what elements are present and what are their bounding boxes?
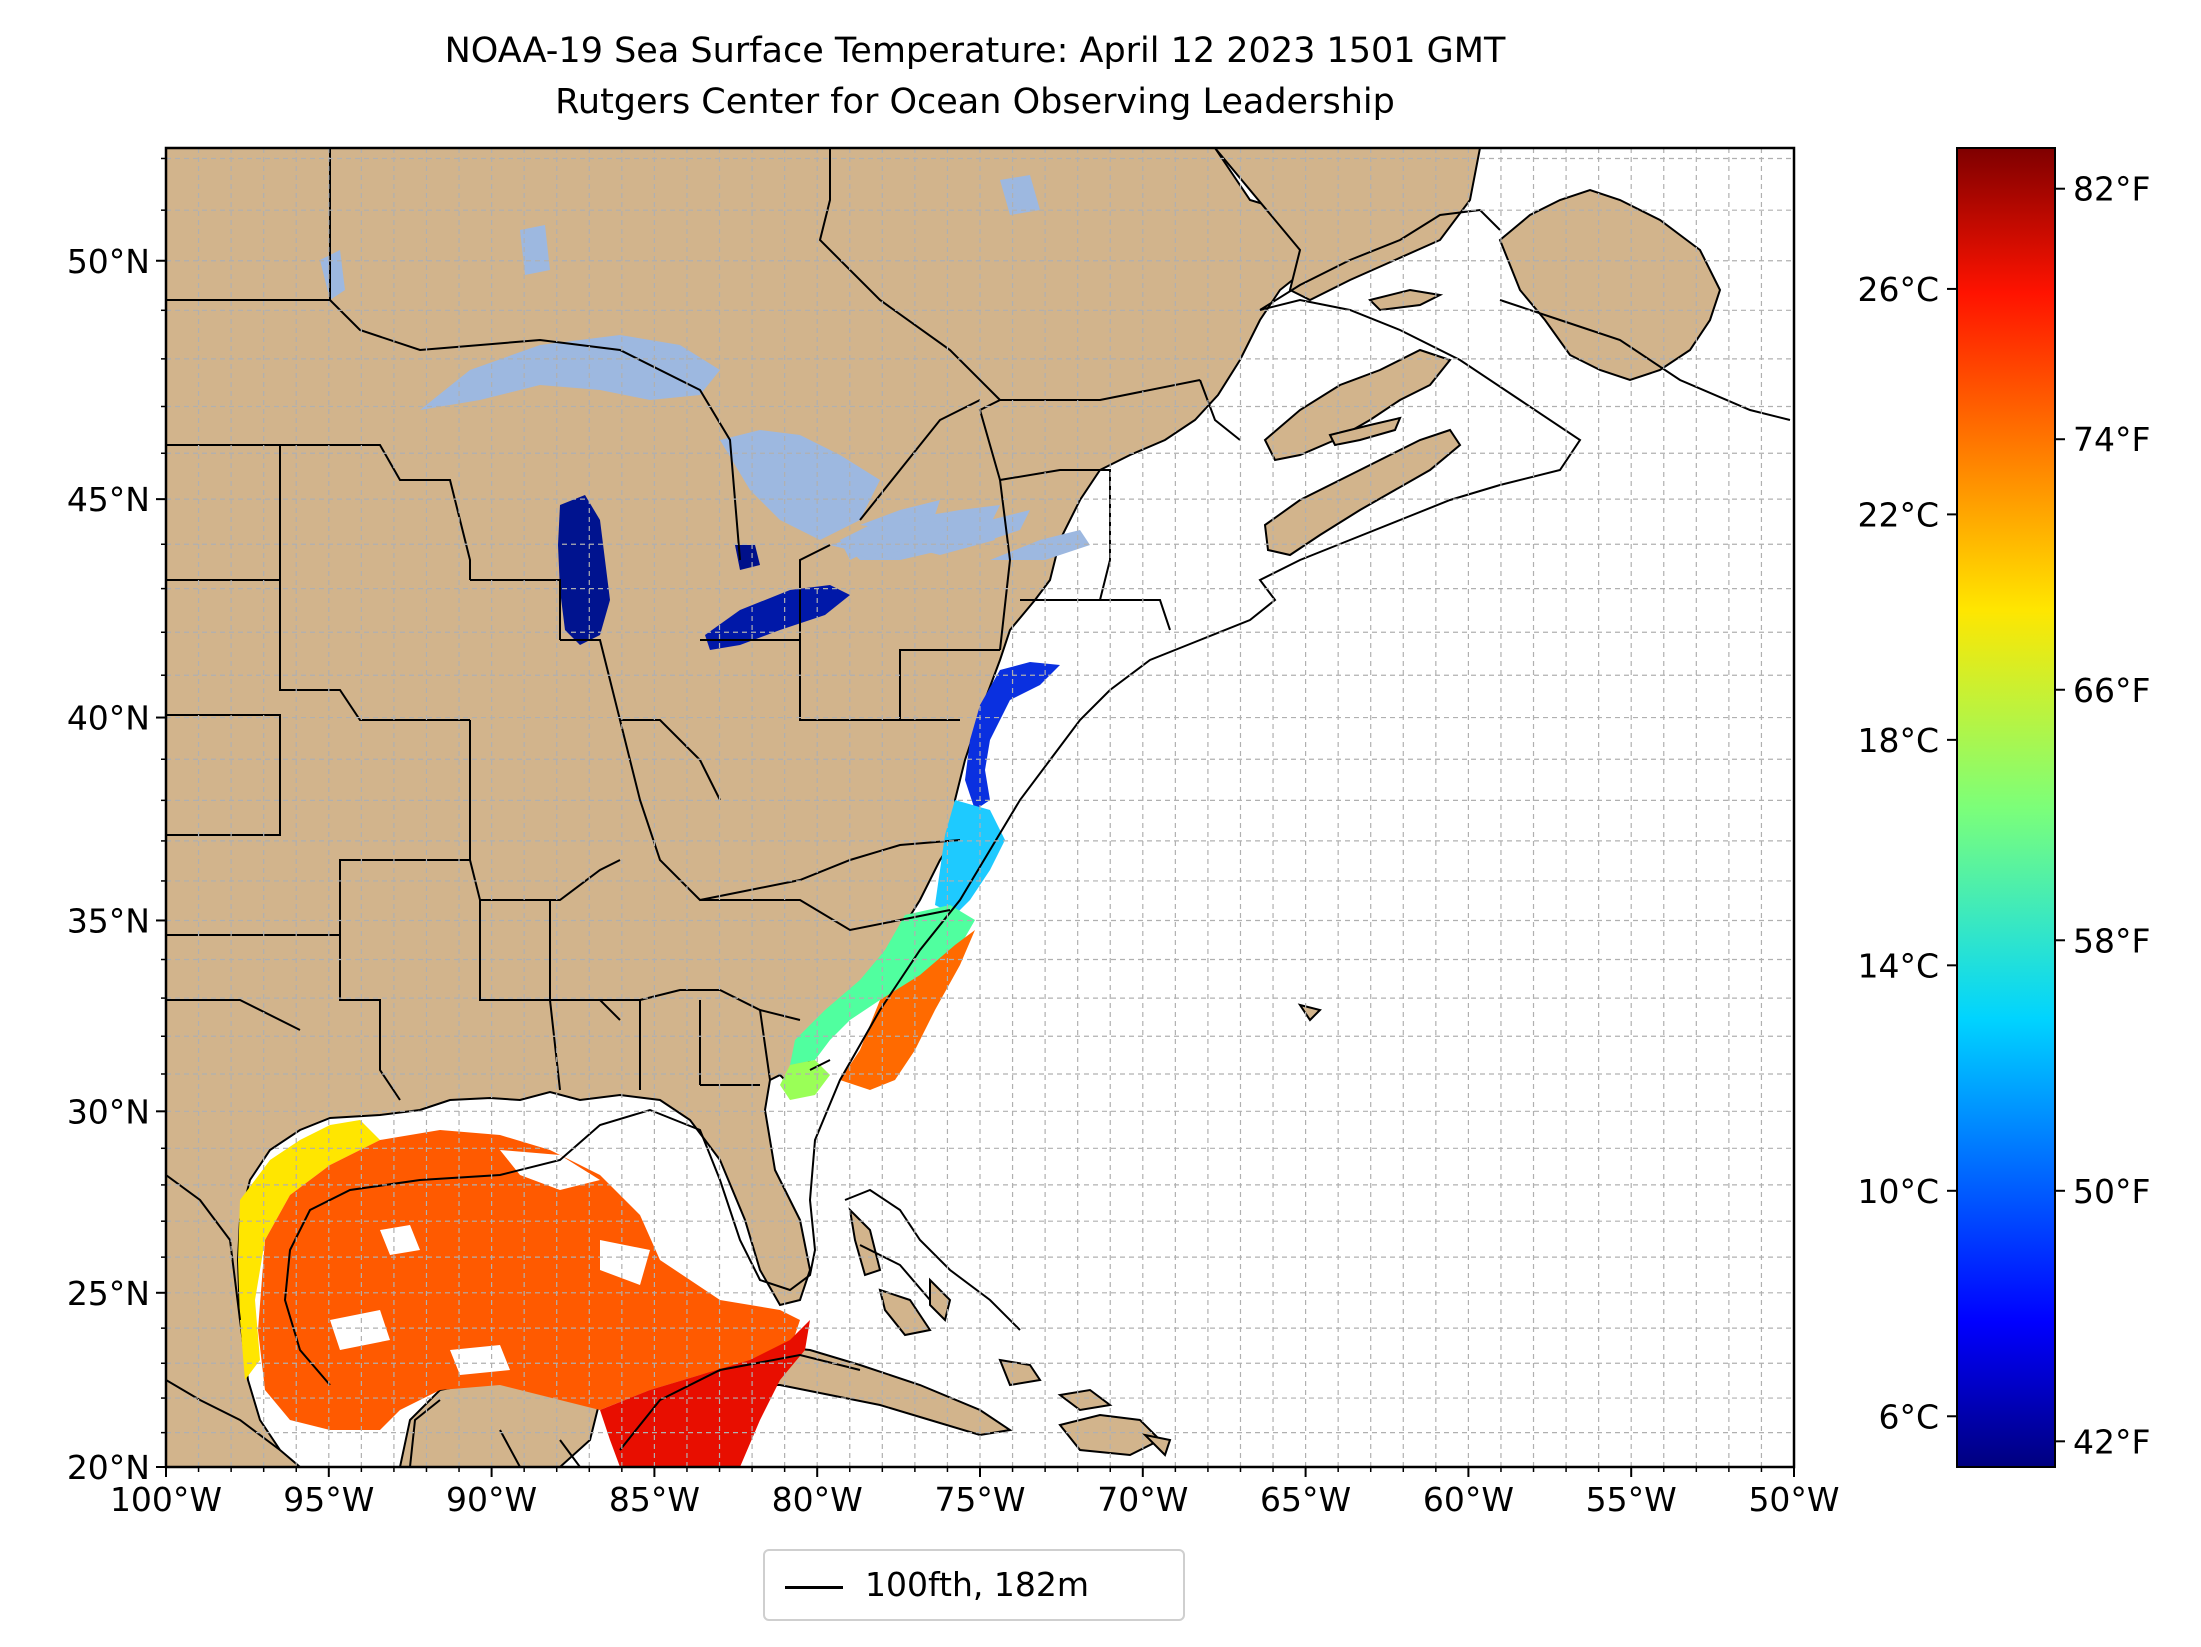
lake-huron-sst — [735, 545, 760, 570]
x-tick-label: 50°W — [1748, 1480, 1839, 1519]
y-tick-label: 30°N — [67, 1092, 150, 1131]
colorbar-fahrenheit-label: 74°F — [2073, 420, 2150, 459]
pei-land — [1328, 416, 1402, 447]
colorbar-celsius-label: 10°C — [1857, 1172, 1939, 1211]
lake-michigan-sst — [558, 495, 610, 645]
colorbar-celsius-label: 26°C — [1857, 270, 1939, 309]
lake-erie-sst — [705, 585, 850, 650]
y-tick-label: 40°N — [67, 699, 150, 738]
colorbar-fahrenheit-label: 58°F — [2073, 921, 2150, 960]
colorbar-fahrenheit-label: 66°F — [2073, 671, 2150, 710]
colorbar-celsius-label: 6°C — [1878, 1397, 1939, 1436]
y-tick-label: 35°N — [67, 901, 150, 940]
colorbar-celsius-label: 18°C — [1857, 721, 1939, 760]
atlantic-sst-mid — [935, 800, 1005, 915]
isobath-bahamas-contour — [844, 1188, 1021, 1331]
nova-scotia-land — [1263, 428, 1462, 557]
y-tick-label: 20°N — [67, 1448, 150, 1487]
gulf-sst-west — [238, 1120, 380, 1380]
legend-label: 100fth, 182m — [865, 1565, 1089, 1604]
chart-subtitle: Rutgers Center for Ocean Observing Leade… — [555, 82, 1395, 122]
x-tick-label: 65°W — [1260, 1480, 1351, 1519]
gulf-sst-south — [600, 1320, 810, 1467]
x-tick-label: 55°W — [1586, 1480, 1677, 1519]
x-tick-label: 75°W — [934, 1480, 1025, 1519]
colorbar-fahrenheit-axis: 82°F 74°F 66°F 58°F 50°F 42°F — [2055, 170, 2150, 1461]
x-tick-label: 90°W — [446, 1480, 537, 1519]
x-tick-label: 70°W — [1097, 1480, 1188, 1519]
x-tick-label: 60°W — [1423, 1480, 1514, 1519]
y-tick-label: 45°N — [67, 480, 150, 519]
political-boundaries — [166, 148, 1241, 1467]
colorbar-fahrenheit-label: 82°F — [2073, 170, 2150, 209]
atlantic-sst-gulfstream — [840, 930, 975, 1090]
colorbar — [1956, 147, 2056, 1468]
chart-title: NOAA-19 Sea Surface Temperature: April 1… — [444, 31, 1506, 71]
colorbar-fahrenheit-label: 42°F — [2073, 1422, 2150, 1461]
x-tick-label: 85°W — [609, 1480, 700, 1519]
isobath-cuba-contour — [409, 1353, 861, 1467]
colorbar-fahrenheit-label: 50°F — [2073, 1172, 2150, 1211]
colorbar-celsius-axis: 26°C 22°C 18°C 14°C 10°C 6°C — [1857, 270, 1957, 1436]
legend-isobath-line — [785, 1586, 843, 1589]
great-lakes — [320, 175, 1090, 560]
y-tick-label: 50°N — [67, 242, 150, 281]
newfoundland-land — [1498, 188, 1722, 382]
atlantic-sst-north — [965, 662, 1060, 810]
legend: 100fth, 182m — [763, 1549, 1185, 1621]
x-tick-label: 95°W — [283, 1480, 374, 1519]
bahamas-islands — [848, 1003, 1322, 1457]
latitude-axis: 20°N 25°N 30°N 35°N 40°N 45°N 50°N — [67, 157, 166, 1487]
gulf-cloud-gaps — [330, 1150, 650, 1375]
anticosti-land — [1368, 288, 1444, 312]
gaspe-land — [1213, 148, 1482, 302]
colorbar-celsius-label: 22°C — [1857, 495, 1939, 534]
x-tick-label: 80°W — [772, 1480, 863, 1519]
y-tick-label: 25°N — [67, 1274, 150, 1313]
longitude-axis: 100°W 95°W 90°W 85°W 80°W 75°W 70°W 65°W 60°W 55°… — [110, 1467, 1840, 1519]
x-tick-label: 100°W — [110, 1480, 222, 1519]
graticule-grid — [165, 148, 1795, 1468]
colorbar-celsius-label: 14°C — [1857, 946, 1939, 985]
